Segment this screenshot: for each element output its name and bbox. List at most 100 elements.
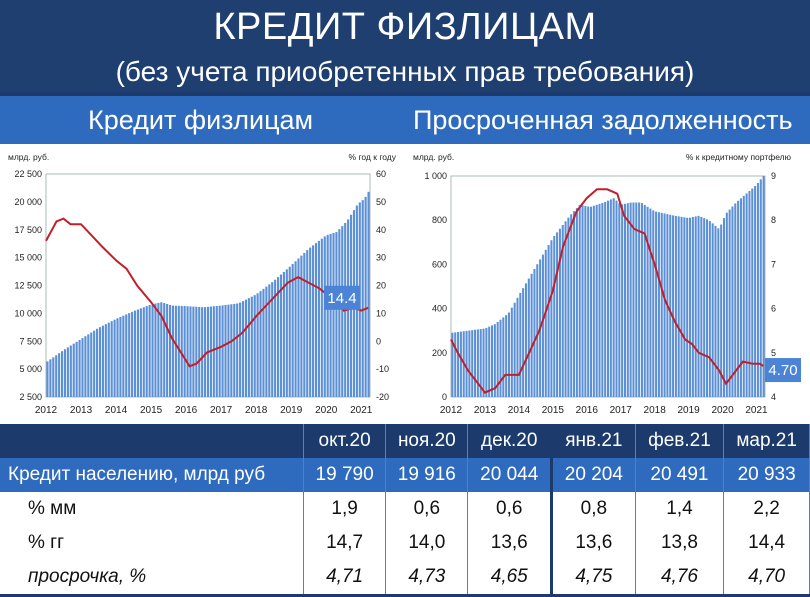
summary-table: окт.20 ноя.20 дек.20 янв.21 фев.21 мар.2… (0, 424, 810, 594)
bar (754, 186, 757, 397)
table-col-header: мар.21 (723, 424, 810, 458)
table-cell: 4,73 (385, 560, 469, 594)
bar (320, 238, 323, 397)
table-cell: 0,8 (551, 492, 636, 526)
table-cell: 14,0 (385, 526, 469, 560)
bar (530, 273, 533, 397)
y-left-tick-label: 15 000 (14, 253, 42, 263)
bar (291, 264, 294, 397)
bar (689, 217, 692, 397)
bar (762, 176, 765, 397)
bar (575, 208, 578, 397)
bar (474, 329, 477, 397)
table-cell: 4,70 (723, 560, 810, 594)
bar (581, 205, 584, 397)
bar (652, 210, 655, 397)
bar (297, 258, 300, 397)
bar (686, 217, 689, 397)
end-value-label: 4.70 (768, 362, 797, 379)
bar (58, 353, 61, 397)
bar (694, 216, 697, 397)
bar (522, 288, 525, 397)
bar (499, 319, 502, 397)
bar (739, 198, 742, 397)
bar (454, 332, 457, 397)
bar (256, 293, 259, 397)
bar (703, 218, 706, 397)
y-left-tick-label: 600 (432, 259, 447, 269)
bar (714, 225, 717, 397)
bar (110, 321, 113, 397)
bar (303, 252, 306, 397)
y-left-tick-label: 12 500 (14, 281, 42, 291)
bar (601, 202, 604, 397)
x-tick-label: 2012 (440, 405, 463, 416)
bar (496, 321, 499, 397)
y-axis-left-unit: млрд. руб. (413, 152, 454, 162)
bar (93, 330, 96, 397)
bar (271, 282, 274, 397)
y-right-tick-label: 7 (771, 259, 776, 269)
right-chart-frame: млрд. руб. % к кредитному портфелю 0 200 400… (405, 144, 810, 424)
bar (482, 328, 485, 397)
bar (233, 303, 236, 397)
bar (72, 343, 75, 397)
bar (626, 203, 629, 397)
bar (341, 226, 344, 397)
y-axis-left-unit: млрд. руб. (8, 152, 49, 162)
table-row-label: % гг (0, 526, 304, 560)
bar (49, 359, 52, 397)
y-right-tick-label: 9 (771, 171, 776, 181)
bar (618, 203, 621, 397)
table-cell: 14,4 (723, 526, 810, 560)
bar (691, 217, 694, 397)
bar (309, 247, 312, 397)
bar (236, 303, 239, 397)
end-value-box (765, 358, 801, 383)
bar (128, 313, 131, 397)
bar (282, 271, 285, 397)
bar (84, 336, 87, 397)
y-left-tick-label: 2 500 (19, 392, 42, 402)
bar (655, 211, 658, 397)
page-subtitle: (без учета приобретенных прав требования… (115, 56, 695, 87)
table-cell: 13,6 (551, 526, 636, 560)
bar (224, 305, 227, 397)
bar (573, 211, 576, 397)
bar (677, 216, 680, 397)
bar (485, 327, 488, 397)
bar (570, 214, 573, 397)
bar (204, 307, 207, 397)
left-chart: млрд. руб. % год к году 2 500 5 000 7 500 10 … (8, 152, 397, 416)
bar (262, 288, 265, 397)
table-cell: 19 916 (385, 458, 469, 492)
bar (674, 215, 677, 397)
bar (285, 269, 288, 397)
y-right-tick-label: 50 (376, 197, 386, 207)
bar (247, 298, 250, 397)
bar (640, 203, 643, 397)
y-right-tick-label: -10 (376, 364, 389, 374)
table-cell: 4,71 (303, 560, 387, 594)
bar (734, 203, 737, 397)
y-right-tick-label: 0 (376, 336, 381, 346)
bar (294, 261, 297, 397)
y-right-tick-label: 6 (771, 304, 776, 314)
bar (90, 332, 93, 397)
bar (69, 345, 72, 397)
bar (564, 221, 567, 397)
bar (751, 188, 754, 397)
bar (465, 330, 468, 397)
bar (227, 304, 230, 397)
table-col-header: фев.21 (635, 424, 725, 458)
bar (638, 202, 641, 397)
bar (550, 240, 553, 397)
bar (250, 296, 253, 397)
bar (139, 308, 142, 397)
table-cell: 1,4 (635, 492, 725, 526)
x-tick-label: 2021 (745, 405, 768, 416)
y-axis-right-unit: % к кредитному портфелю (686, 152, 792, 162)
table-col-header: окт.20 (303, 424, 387, 458)
bar (745, 193, 748, 397)
table-col-header: дек.20 (467, 424, 554, 458)
